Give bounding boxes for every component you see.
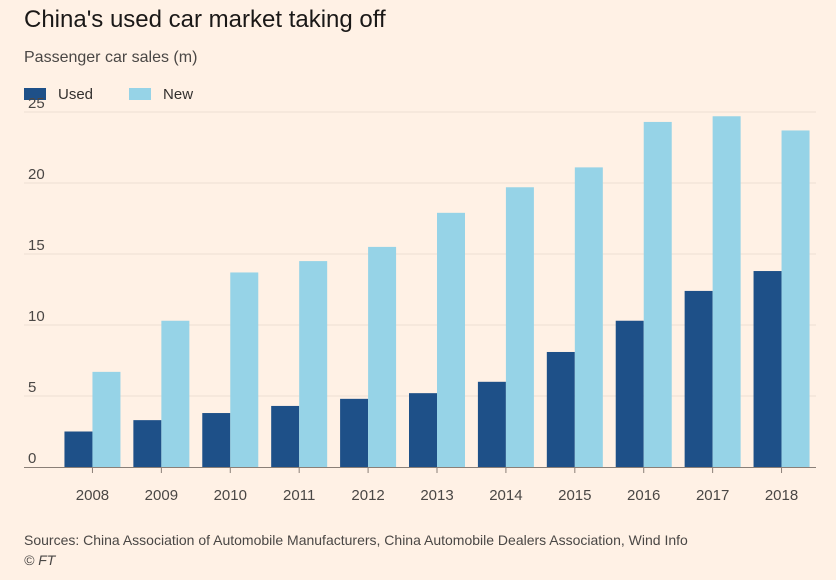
bar-used-2010 xyxy=(202,413,231,467)
x-tick-label: 2013 xyxy=(420,487,453,504)
bar-used-2015 xyxy=(546,351,575,467)
legend-label-used: Used xyxy=(58,85,94,103)
bar-new-2010 xyxy=(230,272,259,467)
y-tick-label: 20 xyxy=(28,166,45,183)
bar-used-2011 xyxy=(271,405,300,467)
y-tick-label: 5 xyxy=(28,379,36,396)
legend-item-used: Used xyxy=(24,86,93,103)
y-tick-label: 25 xyxy=(28,95,45,112)
x-tick-label: 2014 xyxy=(489,487,522,504)
bar-new-2016 xyxy=(643,121,672,467)
bar-new-2012 xyxy=(368,246,397,467)
bar-new-2015 xyxy=(574,167,603,467)
bar-used-2009 xyxy=(133,420,162,467)
y-tick-label: 15 xyxy=(28,237,45,254)
x-tick-label: 2011 xyxy=(283,487,315,504)
bar-used-2008 xyxy=(64,431,93,467)
y-tick-label: 10 xyxy=(28,308,45,325)
source-note: Sources: China Association of Automobile… xyxy=(24,532,688,548)
credit-note: © FT xyxy=(24,552,56,568)
bar-new-2008 xyxy=(92,371,121,467)
bar-new-2014 xyxy=(505,187,534,467)
bar-new-2011 xyxy=(299,261,328,467)
x-tick-label: 2009 xyxy=(145,487,178,504)
bars-layer xyxy=(64,116,810,467)
bar-used-2018 xyxy=(753,271,782,467)
x-tick-label: 2012 xyxy=(351,487,384,504)
bar-used-2014 xyxy=(477,381,506,467)
bar-used-2017 xyxy=(684,290,713,467)
bar-new-2013 xyxy=(437,212,465,467)
x-tick-label: 2015 xyxy=(558,487,591,504)
bar-used-2016 xyxy=(615,320,644,467)
legend-swatch-new xyxy=(129,88,152,100)
bar-new-2009 xyxy=(161,320,190,467)
x-tick-label: 2016 xyxy=(627,487,660,504)
legend-swatch-used xyxy=(24,88,46,100)
x-tick-label: 2010 xyxy=(214,487,247,504)
x-tick-label: 2017 xyxy=(696,487,729,504)
chart-legend: Used New xyxy=(24,84,229,104)
y-tick-label: 0 xyxy=(28,450,36,467)
x-tick-label: 2018 xyxy=(765,487,798,504)
bar-new-2018 xyxy=(781,130,810,467)
chart-subtitle: Passenger car sales (m) xyxy=(24,49,198,66)
x-tick-label: 2008 xyxy=(76,487,109,504)
bar-new-2017 xyxy=(712,116,741,467)
legend-label-new: New xyxy=(163,85,194,103)
bar-used-2012 xyxy=(340,398,369,467)
chart-title: China's used car market taking off xyxy=(24,6,386,33)
axis-layer: 0 5 10 15 20 25 2008 2009 2010 2011 2012 2013 2014 20… xyxy=(24,95,816,504)
legend-item-new: New xyxy=(129,86,193,103)
bar-used-2013 xyxy=(409,393,437,467)
